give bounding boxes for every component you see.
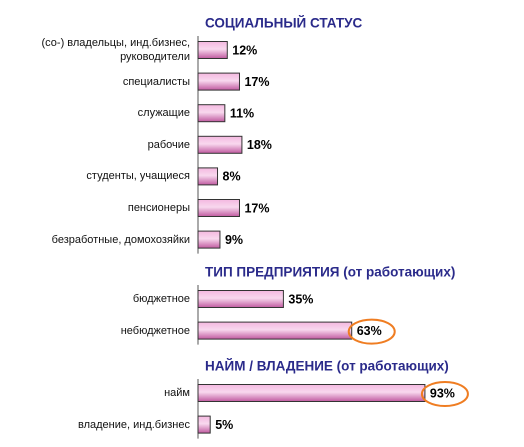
value-label: 12% — [232, 43, 257, 57]
value-label: 11% — [230, 106, 254, 120]
category-label: служащие — [137, 107, 190, 120]
value-label: 17% — [244, 75, 269, 89]
bar — [197, 167, 219, 186]
category-label: пенсионеры — [127, 202, 190, 214]
category-label: специалисты — [122, 75, 190, 88]
bar — [197, 415, 211, 434]
category-label: рабочие — [147, 138, 190, 151]
category-label: найм — [164, 387, 190, 399]
bar — [197, 199, 240, 217]
value-label: 18% — [247, 138, 272, 152]
category-label: бюджетное — [132, 293, 190, 305]
bar — [197, 72, 240, 91]
highlight-ring — [347, 318, 396, 345]
section-title: ТИП ПРЕДПРИЯТИЯ (от работающих) — [205, 265, 455, 280]
category-label: владение, инд.бизнес — [78, 418, 190, 431]
bar — [197, 104, 226, 123]
section-title: СОЦИАЛЬНЫЙ СТАТУС — [205, 16, 363, 31]
category-label: студенты, учащиеся — [86, 170, 190, 183]
value-label: 63% — [357, 324, 382, 338]
category-label: (со-) владельцы, инд.бизнес, руководител… — [41, 37, 190, 63]
bar — [197, 384, 426, 402]
category-label: безработные, домохозяйки — [51, 233, 190, 246]
bar — [197, 41, 228, 59]
value-label: 5% — [215, 418, 233, 432]
category-label: небюджетное — [120, 324, 190, 337]
section-title: НАЙМ / ВЛАДЕНИЕ (от работающих) — [205, 359, 449, 374]
bar — [197, 290, 284, 308]
bar — [197, 321, 353, 340]
value-label: 9% — [225, 233, 243, 247]
value-label: 93% — [430, 386, 455, 400]
bar — [197, 135, 243, 154]
value-label: 8% — [223, 170, 241, 184]
value-label: 17% — [244, 201, 269, 215]
bar — [197, 230, 221, 249]
value-label: 35% — [288, 292, 313, 306]
highlight-ring — [420, 381, 469, 407]
